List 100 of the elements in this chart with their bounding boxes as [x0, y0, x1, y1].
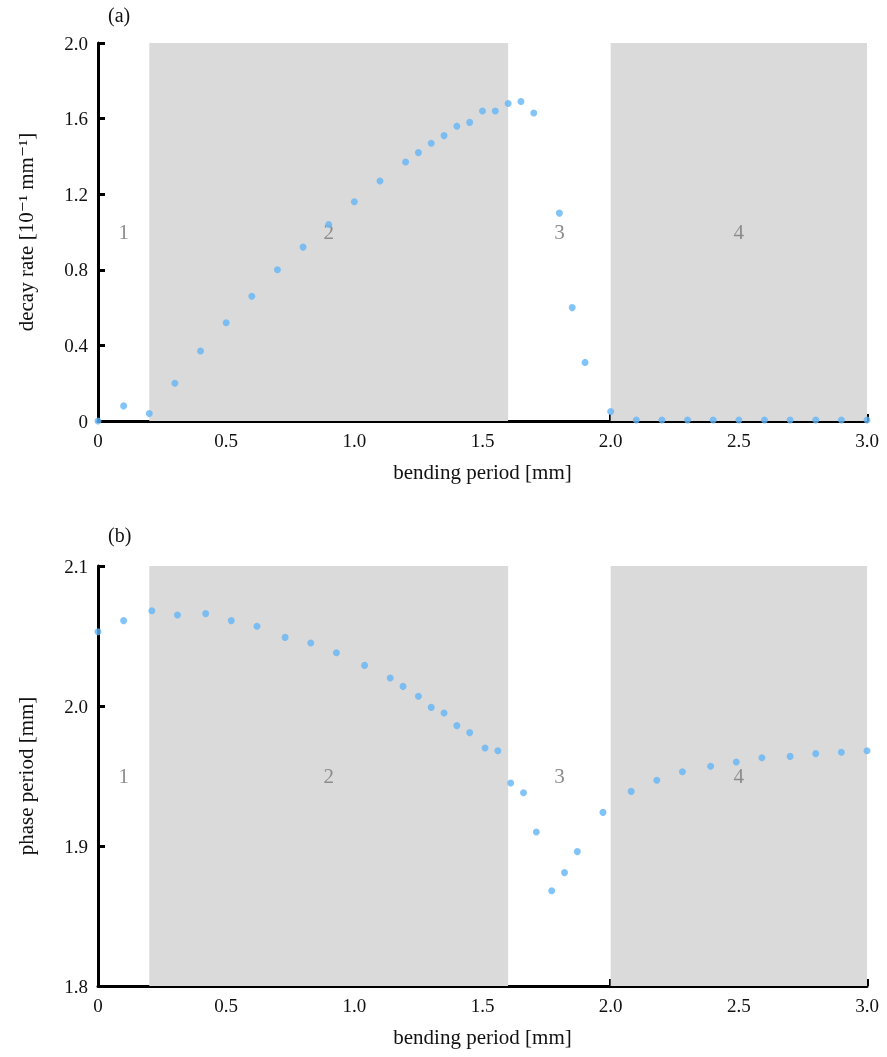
point [786, 752, 794, 760]
point [171, 379, 179, 387]
point [253, 622, 261, 630]
point [145, 409, 153, 417]
point [307, 639, 315, 647]
point [466, 118, 474, 126]
point [863, 747, 871, 755]
x-tick-label: 1.5 [470, 430, 495, 451]
band-label: 2 [323, 220, 334, 244]
chart-title: (b) [108, 524, 132, 547]
x-tick-label: 2.5 [726, 995, 751, 1016]
band-label: 4 [733, 764, 745, 788]
point [227, 617, 235, 625]
y-tick-label: 0.4 [64, 334, 89, 356]
point [350, 198, 358, 206]
point [332, 649, 340, 657]
y-tick-label: 1.2 [64, 183, 88, 205]
x-axis-title: bending period [mm] [393, 459, 572, 484]
point [248, 292, 256, 300]
point [466, 729, 474, 737]
annotation: 3 [554, 764, 565, 788]
x-axis-title: bending period [mm] [393, 1024, 572, 1049]
point [837, 748, 845, 756]
point [479, 107, 486, 115]
point [812, 416, 820, 424]
x-tick-label: 2.5 [726, 430, 751, 451]
point [148, 607, 156, 615]
y-tick-label: 1.8 [64, 975, 88, 997]
point [386, 674, 394, 682]
point [120, 402, 128, 410]
band-label: 2 [323, 764, 334, 788]
point [414, 692, 422, 700]
point [173, 611, 181, 619]
point [812, 750, 820, 758]
point [709, 416, 717, 424]
x-tick-label: 1.0 [342, 995, 367, 1016]
point [581, 358, 589, 366]
point [402, 158, 410, 166]
x-tick-label: 1.0 [342, 430, 367, 451]
x-tick-label: 3.0 [855, 430, 879, 451]
point [520, 789, 528, 797]
point [573, 848, 581, 856]
x-tick-label: 1.5 [470, 995, 495, 1016]
y-tick-label: 2.0 [64, 32, 88, 54]
point [548, 887, 556, 895]
y-axis-title: phase period [mm] [13, 696, 38, 856]
y-tick-label: 2.0 [64, 695, 88, 717]
point [532, 828, 540, 836]
point [399, 682, 407, 690]
point [427, 703, 435, 711]
y-tick-label: 1.6 [64, 108, 88, 130]
point [517, 98, 525, 106]
y-tick-label: 2.1 [64, 555, 88, 577]
point [837, 416, 845, 424]
annotation: 1 [118, 764, 129, 788]
point [632, 416, 640, 424]
y-axis-title: decay rate [10⁻¹ mm⁻¹] [13, 132, 38, 332]
point [440, 132, 448, 140]
point [120, 617, 128, 625]
x-tick-label: 0.5 [214, 430, 239, 451]
point [561, 869, 569, 877]
point [678, 768, 686, 776]
point [273, 266, 281, 274]
x-tick-label: 0.5 [214, 995, 239, 1016]
point [414, 149, 422, 157]
point [555, 209, 563, 217]
point [758, 754, 766, 762]
point [504, 99, 512, 107]
band-label: 4 [733, 220, 745, 244]
point [453, 122, 461, 130]
x-tick-label: 2.0 [598, 995, 623, 1016]
point [599, 808, 607, 816]
y-tick-label: 0 [78, 410, 88, 432]
point [222, 319, 230, 327]
y-tick-label: 0.8 [64, 259, 88, 281]
point [707, 762, 715, 770]
point [94, 628, 102, 636]
point [202, 610, 210, 618]
y-tick-label: 1.9 [64, 835, 88, 857]
annotation: 3 [554, 220, 565, 244]
x-tick-label: 3.0 [855, 995, 879, 1016]
point [607, 408, 615, 416]
point [530, 109, 538, 117]
point [453, 722, 461, 730]
point [684, 416, 692, 424]
point [568, 304, 576, 312]
x-tick-label: 2.0 [598, 430, 623, 451]
chart-title: (a) [108, 4, 131, 27]
point [494, 747, 502, 755]
point [197, 347, 205, 355]
point [507, 779, 515, 787]
point [491, 107, 499, 115]
point [627, 787, 635, 795]
point [361, 661, 369, 669]
point [653, 776, 661, 784]
x-tick-label: 0 [93, 995, 103, 1016]
annotation: 1 [118, 220, 129, 244]
point [281, 633, 289, 641]
point [427, 139, 435, 147]
point [732, 758, 740, 766]
